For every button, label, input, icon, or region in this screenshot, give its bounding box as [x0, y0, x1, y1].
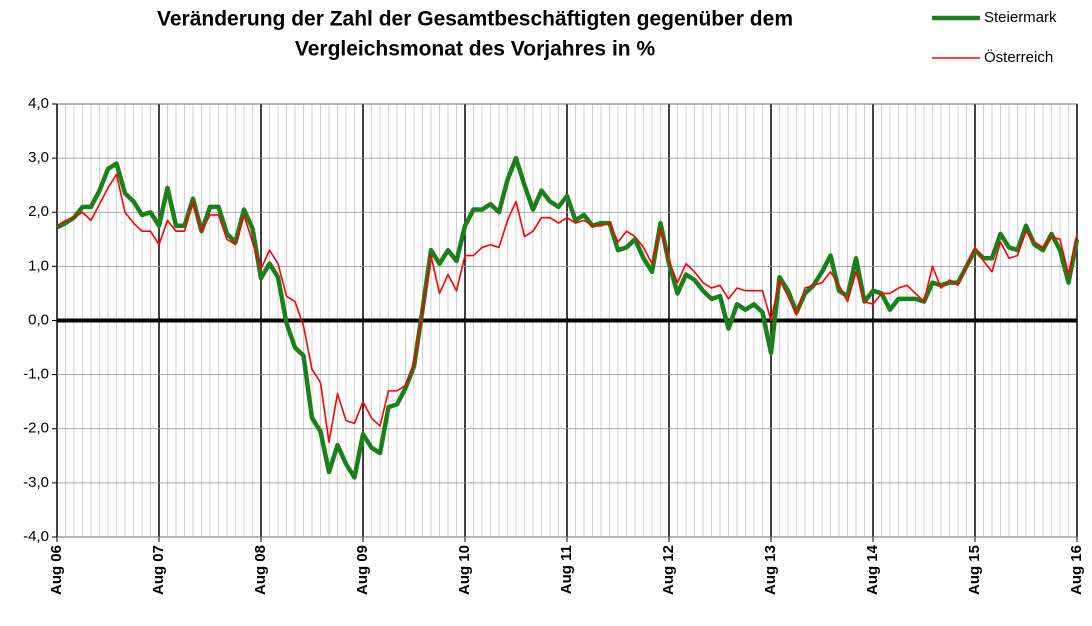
- x-tick-label: Aug 13: [762, 545, 779, 595]
- y-tick-label: 2,0: [28, 203, 49, 220]
- x-tick-label: Aug 11: [558, 545, 575, 594]
- legend-label: Steiermark: [984, 9, 1057, 26]
- legend-label: Österreich: [984, 48, 1053, 66]
- y-tick-label: -4,0: [23, 528, 49, 545]
- series-line: [56, 173, 1078, 444]
- y-tick-label: 1,0: [28, 257, 49, 274]
- x-tick-label: Aug 15: [966, 545, 983, 595]
- x-tick-label: Aug 10: [456, 545, 473, 595]
- y-tick-label: -2,0: [23, 420, 49, 437]
- x-tick-label: Aug 12: [660, 545, 677, 595]
- x-tick-label: Aug 14: [864, 544, 881, 595]
- x-tick-label: Aug 08: [252, 545, 269, 595]
- x-tick-label: Aug 16: [1068, 545, 1085, 595]
- y-tick-label: -1,0: [23, 366, 49, 383]
- x-tick-label: Aug 06: [48, 545, 65, 595]
- y-tick-label: 3,0: [28, 149, 49, 166]
- y-tick-label: -3,0: [23, 474, 49, 491]
- chart-title: Veränderung der Zahl der Gesamtbeschäfti…: [157, 8, 793, 31]
- y-tick-label: 4,0: [28, 95, 49, 112]
- series-line: [55, 155, 1080, 480]
- chart-title: Vergleichsmonat des Vorjahres in %: [295, 38, 656, 61]
- y-tick-label: 0,0: [28, 311, 49, 328]
- x-tick-label: Aug 09: [354, 545, 371, 595]
- x-tick-label: Aug 07: [150, 545, 167, 595]
